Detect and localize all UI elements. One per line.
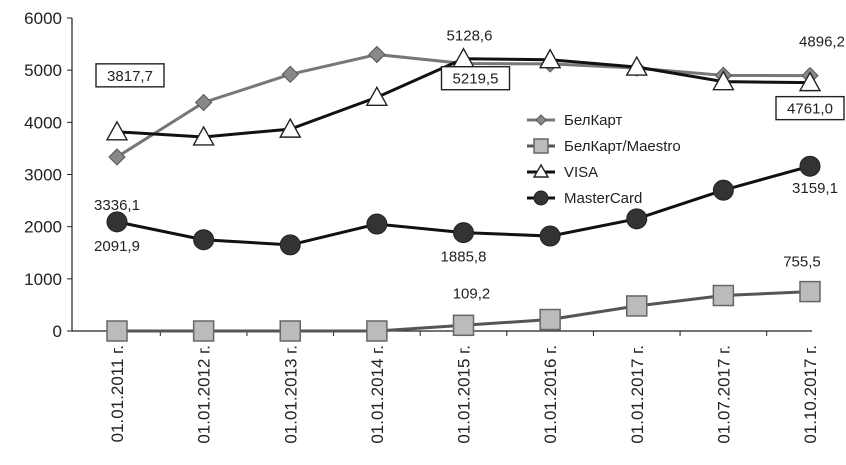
data-label-text: 3159,1 xyxy=(792,180,838,197)
data-label-text: 109,2 xyxy=(453,285,491,302)
data-point xyxy=(539,308,561,331)
series-layer xyxy=(105,45,822,342)
data-point xyxy=(712,70,735,91)
axes: 0 1000 2000 3000 4000 5000 6000 01.01.2011 г. 01… xyxy=(24,9,820,444)
data-point xyxy=(279,117,302,138)
x-tick-label: 01.01.2016 г. xyxy=(541,345,560,444)
data-label-text: 755,5 xyxy=(783,254,821,271)
data-point xyxy=(365,85,389,106)
boxed-data-label: 5219,5 xyxy=(440,66,511,91)
data-point xyxy=(279,320,301,342)
y-tick-label: 5000 xyxy=(24,61,62,80)
legend-label: БелКарт/Maestro xyxy=(564,138,681,155)
legend-label: MasterCard xyxy=(564,190,642,207)
data-label-text: 4896,2 xyxy=(799,34,845,51)
data-point xyxy=(712,284,735,307)
legend-item: MasterCard xyxy=(527,190,642,207)
legend: БелКарт БелКарт/Maestro VISA MasterCard xyxy=(527,112,681,207)
data-label-text: 2091,9 xyxy=(94,238,140,255)
y-tick-label: 3000 xyxy=(24,166,62,185)
data-point xyxy=(799,280,821,303)
data-point xyxy=(368,45,386,64)
series-square xyxy=(106,280,821,342)
data-point xyxy=(453,222,474,244)
data-label-text: 5128,6 xyxy=(447,27,493,44)
data-point xyxy=(281,65,299,84)
data-point xyxy=(105,120,129,141)
legend-item: VISA xyxy=(527,163,598,181)
data-label-text: 5219,5 xyxy=(453,71,499,88)
data-point xyxy=(712,179,734,201)
data-label: 755,5 xyxy=(783,254,821,271)
boxed-data-label: 3817,7 xyxy=(95,63,165,88)
data-point xyxy=(539,225,561,247)
data-point xyxy=(279,234,301,256)
data-point xyxy=(798,71,822,92)
series-circle xyxy=(106,155,821,256)
data-label-text: 3336,1 xyxy=(94,197,140,214)
data-point xyxy=(193,229,215,251)
label-box xyxy=(440,66,511,91)
data-label: 2091,9 xyxy=(94,238,140,255)
legend-label: БелКарт xyxy=(564,112,623,129)
data-label: 1885,8 xyxy=(441,249,487,266)
data-point xyxy=(108,148,126,166)
label-box xyxy=(95,63,165,88)
data-point xyxy=(626,295,648,317)
data-point xyxy=(452,314,475,337)
y-tick-label: 6000 xyxy=(24,9,62,28)
data-point xyxy=(366,213,388,235)
x-tick-label: 01.07.2017 г. xyxy=(714,345,733,444)
data-label-text: 4761,0 xyxy=(787,101,833,118)
series-triangle xyxy=(105,47,822,146)
data-label: 4896,2 xyxy=(799,34,845,51)
data-point xyxy=(106,320,128,342)
y-tick-label: 1000 xyxy=(24,270,62,289)
legend-marker xyxy=(533,190,549,206)
data-label: 3336,1 xyxy=(94,197,140,214)
x-tick-label: 01.01.2012 г. xyxy=(195,345,214,444)
legend-item: БелКарт xyxy=(527,112,623,129)
data-point xyxy=(538,48,562,69)
boxed-data-label: 4761,0 xyxy=(775,95,845,121)
data-label: 5128,6 xyxy=(447,27,493,44)
x-tick-label: 01.10.2017 г. xyxy=(801,345,820,444)
data-label: 109,2 xyxy=(453,285,491,302)
data-point xyxy=(366,320,388,342)
y-tick-label: 2000 xyxy=(24,218,62,237)
data-point xyxy=(192,125,215,146)
y-tick-label: 4000 xyxy=(24,113,62,132)
data-point xyxy=(194,93,213,112)
legend-marker xyxy=(532,163,550,178)
data-point xyxy=(192,320,215,342)
x-tick-label: 01.01.2017 г. xyxy=(628,345,647,444)
data-point xyxy=(625,55,648,76)
data-point xyxy=(626,208,648,230)
data-label: 3159,1 xyxy=(792,180,838,197)
y-tick-label: 0 xyxy=(53,322,62,341)
label-box xyxy=(775,95,845,121)
legend-label: VISA xyxy=(564,164,598,181)
legend-marker xyxy=(535,114,547,126)
data-point xyxy=(106,211,128,233)
data-point xyxy=(799,155,821,177)
x-tick-label: 01.01.2015 г. xyxy=(455,345,474,444)
x-tick-label: 01.01.2013 г. xyxy=(281,345,300,444)
data-labels: 3817,7 3336,1 2091,9 5128,6 5219,5 1885,8 109,… xyxy=(94,27,845,302)
legend-marker xyxy=(533,138,549,154)
data-label-text: 3817,7 xyxy=(107,68,153,85)
x-tick-label: 01.01.2011 г. xyxy=(108,345,127,442)
legend-item: БелКарт/Maestro xyxy=(527,138,681,155)
data-label-text: 1885,8 xyxy=(441,249,487,266)
x-tick-label: 01.01.2014 г. xyxy=(368,345,387,444)
